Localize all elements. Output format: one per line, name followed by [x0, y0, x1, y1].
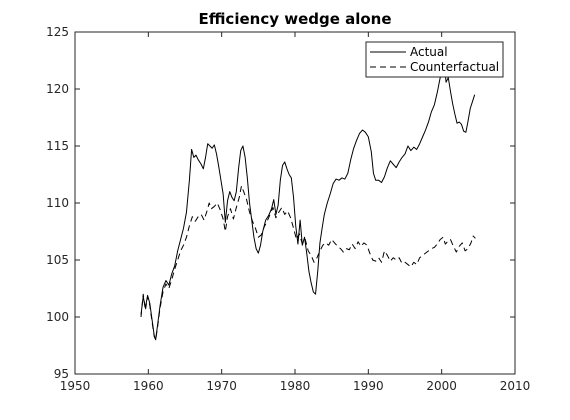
plot-area: 1950 1960 1970 1980 1990 2000 2010 95 100 105 110 1… [46, 25, 530, 393]
legend-label-actual: Actual [410, 45, 448, 59]
x-tick-label: 2000 [426, 379, 457, 393]
legend-box [365, 41, 504, 78]
y-tick-label: 105 [46, 253, 69, 267]
x-tick-label: 1980 [280, 379, 311, 393]
y-tick-label: 100 [46, 310, 69, 324]
legend-label-counterfactual: Counterfactual [410, 60, 499, 74]
x-tick-label: 1970 [206, 379, 237, 393]
series-line-counterfactual [140, 185, 476, 341]
y-tick-label: 120 [46, 82, 69, 96]
x-tick-label: 1990 [353, 379, 384, 393]
chart-title: Efficiency wedge alone [198, 10, 391, 28]
series-line-actual [140, 67, 476, 341]
y-tick-label: 95 [54, 367, 69, 381]
x-tick-label: 2010 [500, 379, 531, 393]
y-tick-label: 125 [46, 25, 69, 39]
x-tick-label: 1950 [60, 379, 91, 393]
y-tick-label: 115 [46, 139, 69, 153]
x-tick-label: 1960 [133, 379, 164, 393]
y-tick-label: 110 [46, 196, 69, 210]
